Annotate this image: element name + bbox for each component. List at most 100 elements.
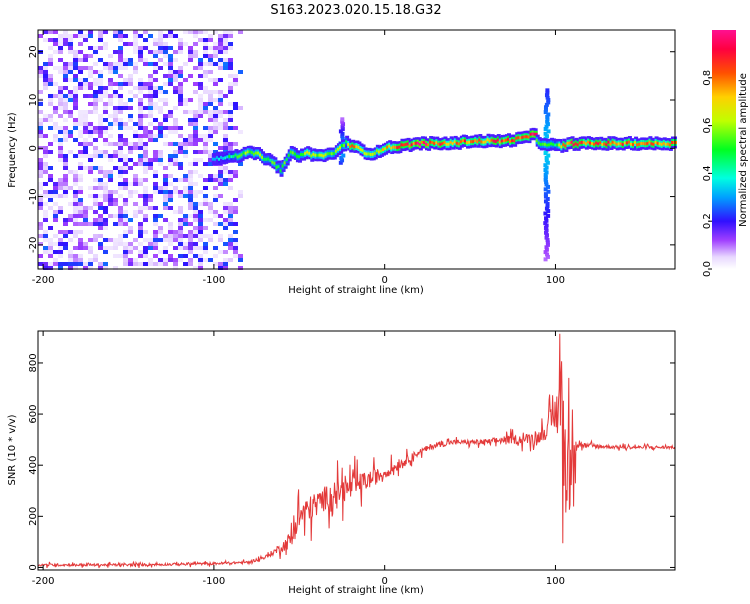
heatmap-cell: [78, 258, 83, 262]
heatmap-cell: [68, 186, 73, 190]
heatmap-cell: [178, 90, 183, 94]
heatmap-cell: [208, 258, 213, 262]
heatmap-cell: [208, 154, 213, 158]
heatmap-cell: [158, 106, 163, 110]
heatmap-cell: [43, 202, 48, 206]
heatmap-cell: [218, 98, 223, 102]
heatmap-cell: [188, 134, 193, 138]
heatmap-cell: [158, 190, 163, 194]
heatmap-cell: [83, 262, 88, 266]
heatmap-cell: [496, 138, 501, 142]
heatmap-cell: [108, 190, 113, 194]
heatmap-cell: [373, 151, 378, 155]
heatmap-cell: [546, 189, 551, 194]
heatmap-cell: [158, 58, 163, 62]
heatmap-cell: [93, 210, 98, 214]
heatmap-cell: [118, 242, 123, 246]
heatmap-cell: [188, 182, 193, 186]
heatmap-cell: [118, 214, 123, 218]
heatmap-cell: [213, 214, 218, 218]
snr-x-label: Height of straight line (km): [288, 585, 424, 596]
heatmap-cell: [232, 154, 237, 158]
colorbar-tick-label: 0.4: [702, 165, 713, 181]
heatmap-cell: [68, 214, 73, 218]
heatmap-cell: [163, 142, 168, 146]
heatmap-cell: [233, 242, 238, 246]
heatmap-cell: [43, 230, 48, 234]
heatmap-cell: [218, 262, 223, 266]
heatmap-cell: [213, 142, 218, 146]
heatmap-cell: [213, 198, 218, 202]
heatmap-cell: [123, 126, 128, 130]
heatmap-cell: [83, 138, 88, 142]
heatmap-cell: [118, 122, 123, 126]
heatmap-cell: [73, 102, 78, 106]
heatmap-cell: [153, 62, 158, 66]
heatmap-cell: [178, 234, 183, 238]
heatmap-cell: [128, 190, 133, 194]
heatmap-cell: [73, 174, 78, 178]
heatmap-cell: [48, 194, 53, 198]
heatmap-cell: [158, 86, 163, 90]
heatmap-cell: [123, 154, 128, 158]
snr-y-tick-label: 200: [28, 507, 39, 526]
heatmap-cell: [53, 42, 58, 46]
heatmap-cell: [238, 194, 243, 198]
heatmap-cell: [173, 70, 178, 74]
heatmap-cell: [53, 38, 58, 42]
heatmap-cell: [63, 182, 68, 186]
heatmap-cell: [108, 98, 113, 102]
heatmap-cell: [198, 58, 203, 62]
heatmap-cell: [183, 222, 188, 226]
heatmap-cell: [63, 154, 68, 158]
heatmap-cell: [168, 46, 173, 50]
heatmap-cell: [168, 190, 173, 194]
heatmap-cell: [218, 38, 223, 42]
heatmap-cell: [198, 102, 203, 106]
heatmap-cell: [148, 138, 153, 142]
heatmap-cell: [198, 38, 203, 42]
heatmap-cell: [83, 114, 88, 118]
heatmap-cell: [108, 194, 113, 198]
heatmap-cell: [223, 42, 228, 46]
heatmap-cell: [128, 246, 133, 250]
heatmap-cell: [133, 190, 138, 194]
heatmap-cell: [143, 178, 148, 182]
heatmap-cell: [547, 143, 552, 147]
heatmap-cell: [138, 106, 143, 110]
heatmap-cell: [148, 262, 153, 266]
heatmap-cell: [203, 234, 208, 238]
heatmap-cell: [78, 70, 83, 74]
heatmap-cell: [133, 86, 138, 90]
heatmap-cell: [173, 74, 178, 78]
heatmap-cell: [168, 82, 173, 86]
heatmap-cell: [163, 174, 168, 178]
heatmap-cell: [93, 94, 98, 98]
heatmap-cell: [233, 238, 238, 242]
heatmap-cell: [588, 141, 593, 145]
heatmap-cell: [545, 196, 550, 201]
heatmap-cell: [183, 246, 188, 250]
heatmap-cell: [208, 70, 213, 74]
heatmap-cell: [128, 226, 133, 230]
heatmap-cell: [545, 254, 550, 259]
heatmap-cell: [312, 152, 317, 156]
heatmap-cell: [78, 202, 83, 206]
heatmap-cell: [203, 218, 208, 222]
heatmap-cell: [188, 170, 193, 174]
heatmap-cell: [203, 30, 208, 34]
heatmap-cell: [148, 246, 153, 250]
heatmap-cell: [545, 204, 550, 209]
heatmap-cell: [73, 86, 78, 90]
heatmap-cell: [148, 114, 153, 118]
heatmap-cell: [246, 150, 251, 154]
heatmap-cell: [63, 94, 68, 98]
heatmap-cell: [78, 246, 83, 250]
heatmap-cell: [108, 142, 113, 146]
heatmap-cell: [208, 114, 213, 118]
heatmap-cell: [168, 66, 173, 70]
heatmap-cell: [73, 266, 78, 270]
heatmap-cell: [63, 130, 68, 134]
heatmap-cell: [63, 230, 68, 234]
heatmap-cell: [544, 247, 549, 252]
